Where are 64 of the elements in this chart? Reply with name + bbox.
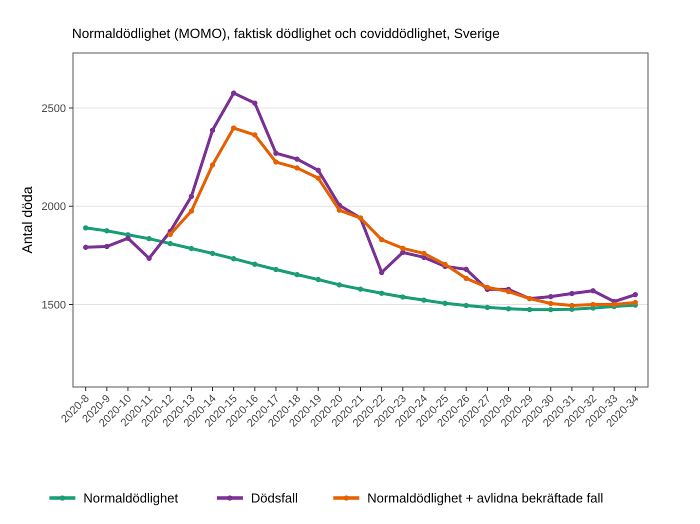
legend-label: Dödsfall xyxy=(250,490,298,506)
point xyxy=(273,159,279,165)
point xyxy=(464,276,469,281)
point xyxy=(569,290,575,296)
chart-title: Normaldödlighet (MOMO), faktisk dödlighet och coviddödlighet, Sverige xyxy=(72,26,500,41)
y-tick-label: 2500 xyxy=(42,102,66,115)
point xyxy=(252,100,258,106)
point xyxy=(378,290,384,296)
point xyxy=(632,300,638,306)
y-tick-label: 2000 xyxy=(42,201,66,214)
point xyxy=(590,288,596,294)
point xyxy=(378,270,384,276)
point xyxy=(442,300,448,306)
point xyxy=(231,125,236,131)
point xyxy=(421,298,427,303)
y-tick-label: 1500 xyxy=(42,299,66,312)
point xyxy=(378,237,384,242)
point xyxy=(632,292,638,298)
point xyxy=(125,236,131,241)
point xyxy=(294,272,300,278)
point xyxy=(569,302,575,308)
point xyxy=(146,236,152,242)
point xyxy=(231,256,236,262)
point xyxy=(273,266,279,272)
point xyxy=(146,256,152,261)
legend-label: Normaldödlighet xyxy=(83,490,178,506)
point xyxy=(83,244,88,250)
point xyxy=(231,90,236,96)
point xyxy=(400,246,406,251)
point xyxy=(464,266,469,272)
point xyxy=(358,286,364,292)
point xyxy=(484,304,490,310)
point xyxy=(210,162,216,168)
point xyxy=(464,302,469,308)
point xyxy=(316,176,321,181)
point xyxy=(548,300,554,306)
point xyxy=(210,128,216,133)
point xyxy=(188,194,194,200)
point xyxy=(506,288,512,294)
point xyxy=(252,132,258,138)
point xyxy=(252,262,258,267)
point xyxy=(294,165,300,171)
point xyxy=(316,168,321,173)
point xyxy=(104,228,110,234)
point xyxy=(400,294,406,300)
point xyxy=(83,225,88,230)
point xyxy=(336,282,342,288)
point xyxy=(506,306,512,312)
point xyxy=(294,156,300,162)
point xyxy=(210,250,216,256)
point xyxy=(104,244,110,250)
point xyxy=(188,246,194,252)
y-axis-title: Antal döda xyxy=(19,186,35,254)
point xyxy=(548,306,554,312)
point xyxy=(273,150,279,156)
point xyxy=(168,232,173,237)
point xyxy=(421,250,427,256)
point xyxy=(188,208,194,214)
point xyxy=(548,294,554,300)
point xyxy=(590,302,596,308)
legend-label: Normaldödlighet + avlidna bekräftade fall xyxy=(367,490,604,506)
point xyxy=(336,208,342,213)
point xyxy=(316,276,321,282)
point xyxy=(168,240,173,246)
